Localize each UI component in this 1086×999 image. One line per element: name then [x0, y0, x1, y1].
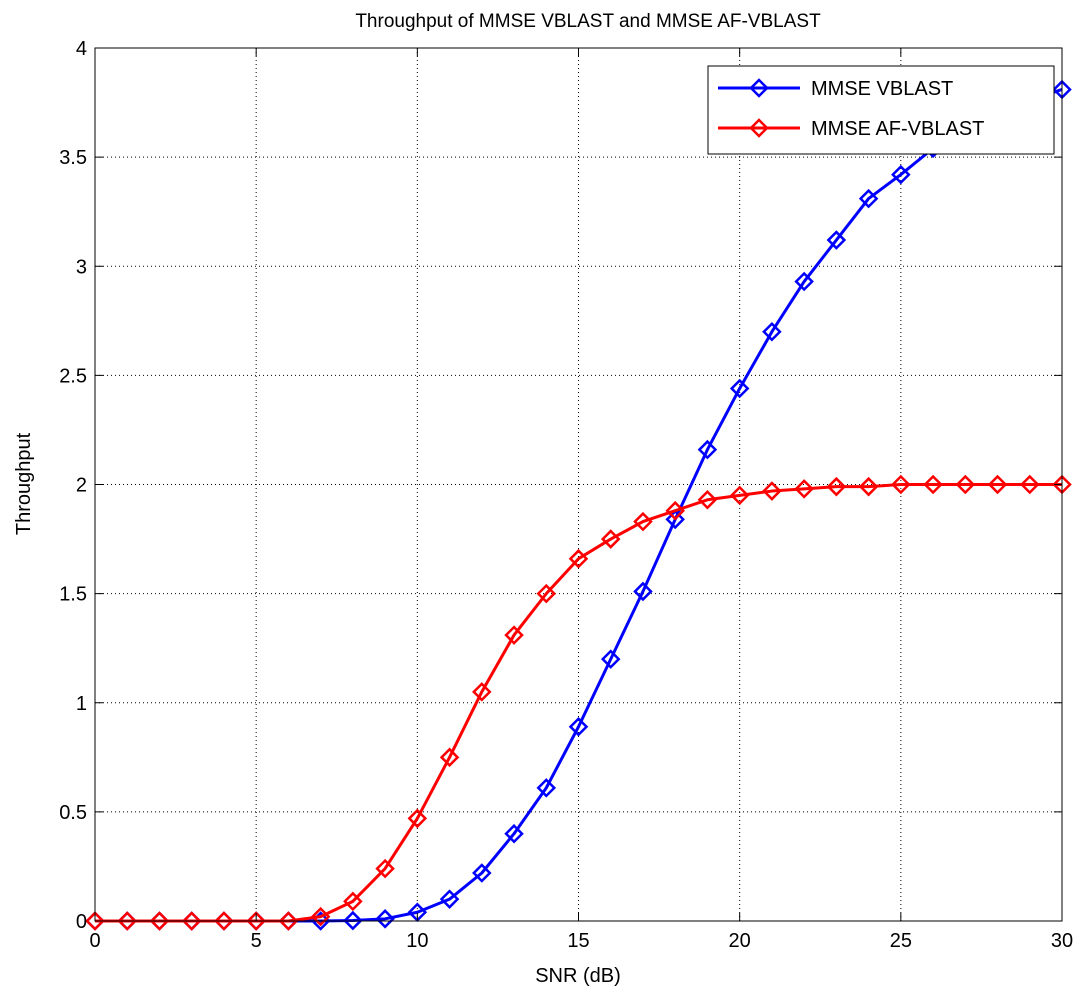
data-point: [568, 716, 589, 737]
data-point: [600, 529, 621, 549]
legend-box: [707, 65, 1055, 155]
legend-label: MMSE VBLAST: [811, 78, 953, 100]
data-point: [278, 911, 299, 931]
data-point: [762, 481, 782, 501]
x-tick-label: 10: [406, 930, 428, 952]
data-point: [858, 476, 879, 497]
data-point: [826, 476, 847, 497]
data-point: [826, 230, 847, 250]
data-point: [375, 858, 395, 879]
data-point: [665, 509, 685, 530]
data-point: [181, 911, 202, 931]
x-tick-label: 5: [251, 930, 262, 952]
data-point: [536, 778, 557, 798]
data-point: [117, 911, 138, 931]
data-point: [697, 439, 718, 460]
data-point: [955, 474, 976, 495]
x-tick-label: 0: [89, 930, 100, 952]
data-point: [568, 548, 589, 569]
data-point: [407, 808, 428, 829]
y-tick-label: 2.5: [59, 365, 87, 387]
data-point: [987, 474, 1008, 495]
y-tick-label: 0.5: [59, 802, 87, 824]
x-tick-label: 25: [890, 930, 912, 952]
x-tick-label: 20: [729, 930, 751, 952]
y-axis-label: Throughput: [13, 432, 35, 535]
data-point: [729, 378, 750, 399]
y-tick-label: 0: [76, 911, 87, 933]
data-point: [149, 911, 170, 931]
data-point: [343, 910, 363, 931]
data-point: [343, 891, 363, 912]
data-point: [85, 911, 105, 931]
data-point: [633, 581, 653, 602]
data-point: [858, 188, 879, 209]
y-tick-label: 1: [76, 693, 87, 715]
chart-title: Throughput of MMSE VBLAST and MMSE AF-VB…: [355, 11, 821, 32]
data-point: [504, 823, 524, 844]
data-point: [762, 321, 782, 342]
data-point: [891, 164, 911, 185]
legend: MMSE VBLAST MMSE AF-VBLAST: [707, 65, 1055, 155]
data-point: [923, 474, 943, 495]
data-point: [472, 863, 492, 883]
y-tick-label: 4: [76, 38, 87, 60]
data-point: [665, 500, 685, 521]
data-point: [214, 911, 234, 931]
data-point: [633, 511, 653, 532]
data-point: [536, 583, 557, 604]
data-point: [504, 625, 524, 645]
data-point: [697, 490, 718, 510]
legend-marker: [749, 118, 769, 138]
x-axis-label: SNR (dB): [535, 965, 621, 987]
y-tick-label: 3: [76, 256, 87, 278]
data-point: [310, 906, 331, 927]
data-point: [375, 909, 395, 929]
data-point: [729, 485, 750, 506]
y-tick-label: 3.5: [59, 147, 87, 169]
y-tick-label: 2: [76, 475, 87, 497]
legend-marker: [749, 78, 769, 98]
x-tick-label: 30: [1051, 930, 1073, 952]
data-point: [439, 747, 460, 768]
data-point: [794, 479, 814, 499]
y-tick-label: 1.5: [59, 584, 87, 606]
data-point: [439, 889, 460, 909]
data-point: [891, 474, 911, 495]
data-point: [246, 911, 266, 931]
legend-label: MMSE AF-VBLAST: [811, 118, 984, 140]
data-point: [600, 649, 621, 669]
x-tick-label: 15: [567, 930, 589, 952]
data-point: [472, 682, 492, 702]
data-point: [1019, 474, 1040, 495]
data-point: [794, 271, 814, 292]
tick-layer: 0 5 10 15 20 25 30 0 0.5 1 1.5 2 2.5 3 3.5 4: [59, 38, 1073, 952]
